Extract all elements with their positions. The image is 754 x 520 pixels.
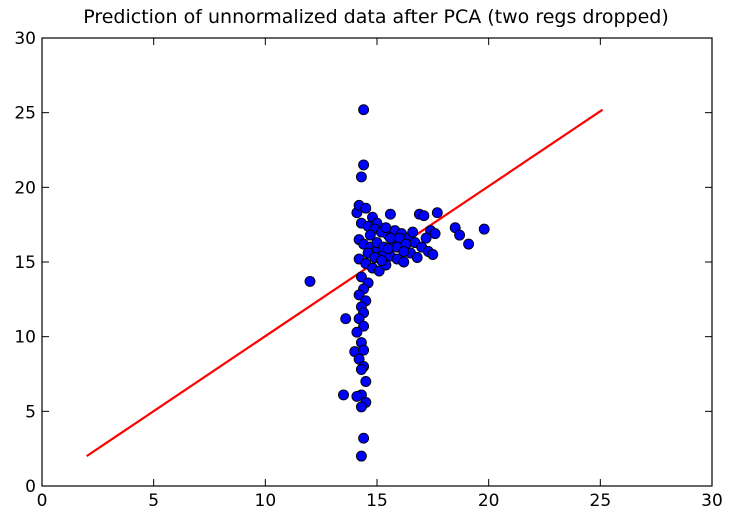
data-point-57 xyxy=(355,364,367,375)
data-point-2 xyxy=(355,171,367,183)
fit-line xyxy=(86,108,604,458)
y-tick-label-30: 30 xyxy=(14,29,36,49)
x-tick-label-25: 25 xyxy=(590,491,612,511)
y-tick-label-10: 10 xyxy=(14,328,36,348)
data-point-72 xyxy=(454,229,466,241)
data-point-54 xyxy=(358,344,370,356)
data-point-58 xyxy=(360,376,372,387)
y-tick-label-0: 0 xyxy=(25,477,36,497)
x-tick-label-0: 0 xyxy=(37,491,48,511)
data-point-4 xyxy=(338,389,349,401)
data-point-73 xyxy=(463,238,475,250)
chart-title: Prediction of unnormalized data after PC… xyxy=(83,6,669,28)
data-point-79 xyxy=(398,246,410,257)
data-point-8 xyxy=(360,202,372,214)
data-point-37 xyxy=(373,265,385,277)
y-tick-label-20: 20 xyxy=(14,178,36,198)
data-point-84 xyxy=(364,229,376,241)
data-point-85 xyxy=(380,222,392,234)
data-point-66 xyxy=(418,210,430,222)
data-point-50 xyxy=(358,320,370,332)
data-point-83 xyxy=(382,243,394,255)
data-point-69 xyxy=(420,232,432,244)
data-point-33 xyxy=(411,252,423,263)
data-point-77 xyxy=(384,232,396,244)
x-tick-label-10: 10 xyxy=(255,491,277,511)
data-point-74 xyxy=(478,223,490,235)
y-tick-label-25: 25 xyxy=(14,104,36,124)
data-points-layer xyxy=(304,104,490,462)
data-point-51 xyxy=(351,326,363,338)
data-point-1 xyxy=(358,159,370,171)
data-point-3 xyxy=(304,275,316,287)
data-point-67 xyxy=(431,207,443,219)
data-point-0 xyxy=(358,104,370,116)
data-point-64 xyxy=(355,450,367,462)
data-point-62 xyxy=(355,401,367,413)
data-point-31 xyxy=(398,256,410,268)
data-point-42 xyxy=(355,271,367,283)
data-point-5 xyxy=(340,313,352,325)
y-tick-label-15: 15 xyxy=(14,253,36,273)
x-tick-label-15: 15 xyxy=(366,491,388,511)
data-point-86 xyxy=(407,226,419,238)
data-point-82 xyxy=(376,255,387,266)
x-tick-label-5: 5 xyxy=(148,491,159,511)
data-point-11 xyxy=(384,208,396,220)
axis-ticks-layer: 0 5 10 15 20 25 30 0 5 10 15 20 25 30 xyxy=(14,29,722,511)
y-tick-label-5: 5 xyxy=(25,402,36,422)
fit-line-layer xyxy=(86,108,604,458)
data-point-60 xyxy=(351,390,363,402)
data-point-63 xyxy=(358,432,370,444)
data-point-23 xyxy=(427,249,439,260)
x-tick-label-30: 30 xyxy=(701,491,723,511)
x-tick-label-20: 20 xyxy=(478,491,500,511)
data-point-70 xyxy=(429,228,441,240)
